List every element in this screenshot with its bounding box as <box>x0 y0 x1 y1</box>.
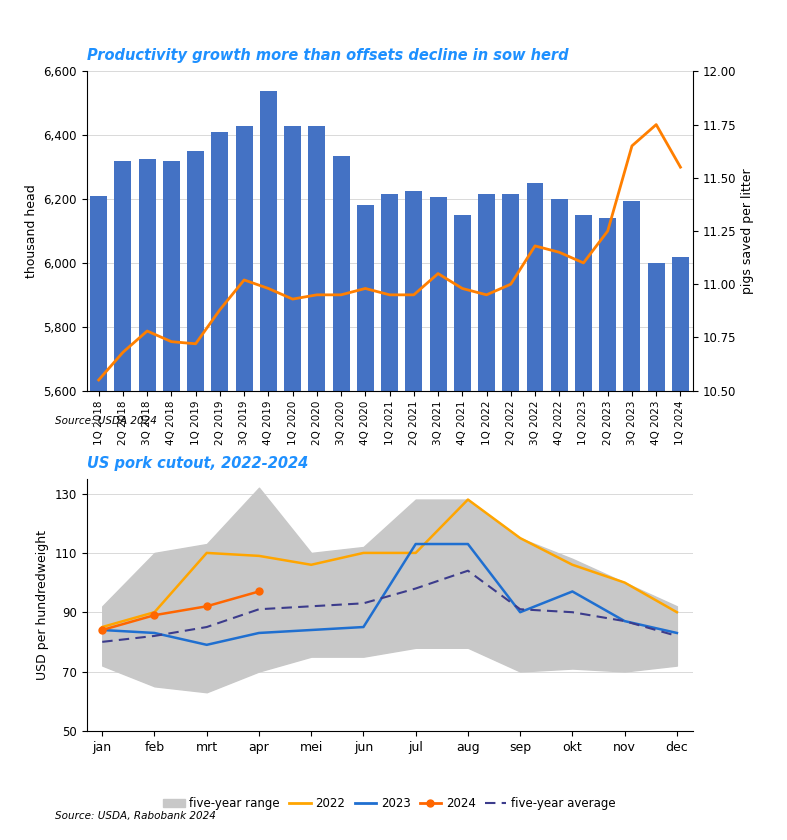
Bar <box>405 192 423 840</box>
Bar <box>284 126 301 840</box>
Y-axis label: USD per hundredweight: USD per hundredweight <box>36 530 49 680</box>
Bar <box>454 215 471 840</box>
Bar <box>212 132 228 840</box>
Bar <box>357 206 374 840</box>
Y-axis label: thousand head: thousand head <box>25 184 38 278</box>
Bar <box>623 201 641 840</box>
Bar <box>333 156 349 840</box>
Text: US pork cutout, 2022-2024: US pork cutout, 2022-2024 <box>87 455 308 470</box>
Bar <box>139 160 156 840</box>
Bar <box>187 151 204 840</box>
Y-axis label: pigs saved per litter: pigs saved per litter <box>741 168 755 294</box>
Bar <box>551 199 567 840</box>
Legend: five-year range, 2022, 2023, 2024, five-year average: five-year range, 2022, 2023, 2024, five-… <box>159 792 620 815</box>
Bar <box>114 160 131 840</box>
Bar <box>599 218 616 840</box>
Bar <box>527 183 544 840</box>
Bar <box>235 126 253 840</box>
Bar <box>381 194 398 840</box>
Bar <box>309 126 325 840</box>
Bar <box>502 194 519 840</box>
Bar <box>575 215 592 840</box>
Bar <box>163 160 180 840</box>
Bar <box>672 256 689 840</box>
Bar <box>91 196 107 840</box>
Bar <box>478 194 495 840</box>
Text: Source: USDA, Rabobank 2024: Source: USDA, Rabobank 2024 <box>55 811 216 821</box>
Bar <box>260 91 277 840</box>
Text: Productivity growth more than offsets decline in sow herd: Productivity growth more than offsets de… <box>87 48 568 63</box>
Text: Source: USDA 2024: Source: USDA 2024 <box>55 416 157 426</box>
Bar <box>430 197 446 840</box>
Legend: Kept for breeding, Pigs saved per litter (RHS): Kept for breeding, Pigs saved per litter… <box>213 518 566 541</box>
Bar <box>648 263 665 840</box>
